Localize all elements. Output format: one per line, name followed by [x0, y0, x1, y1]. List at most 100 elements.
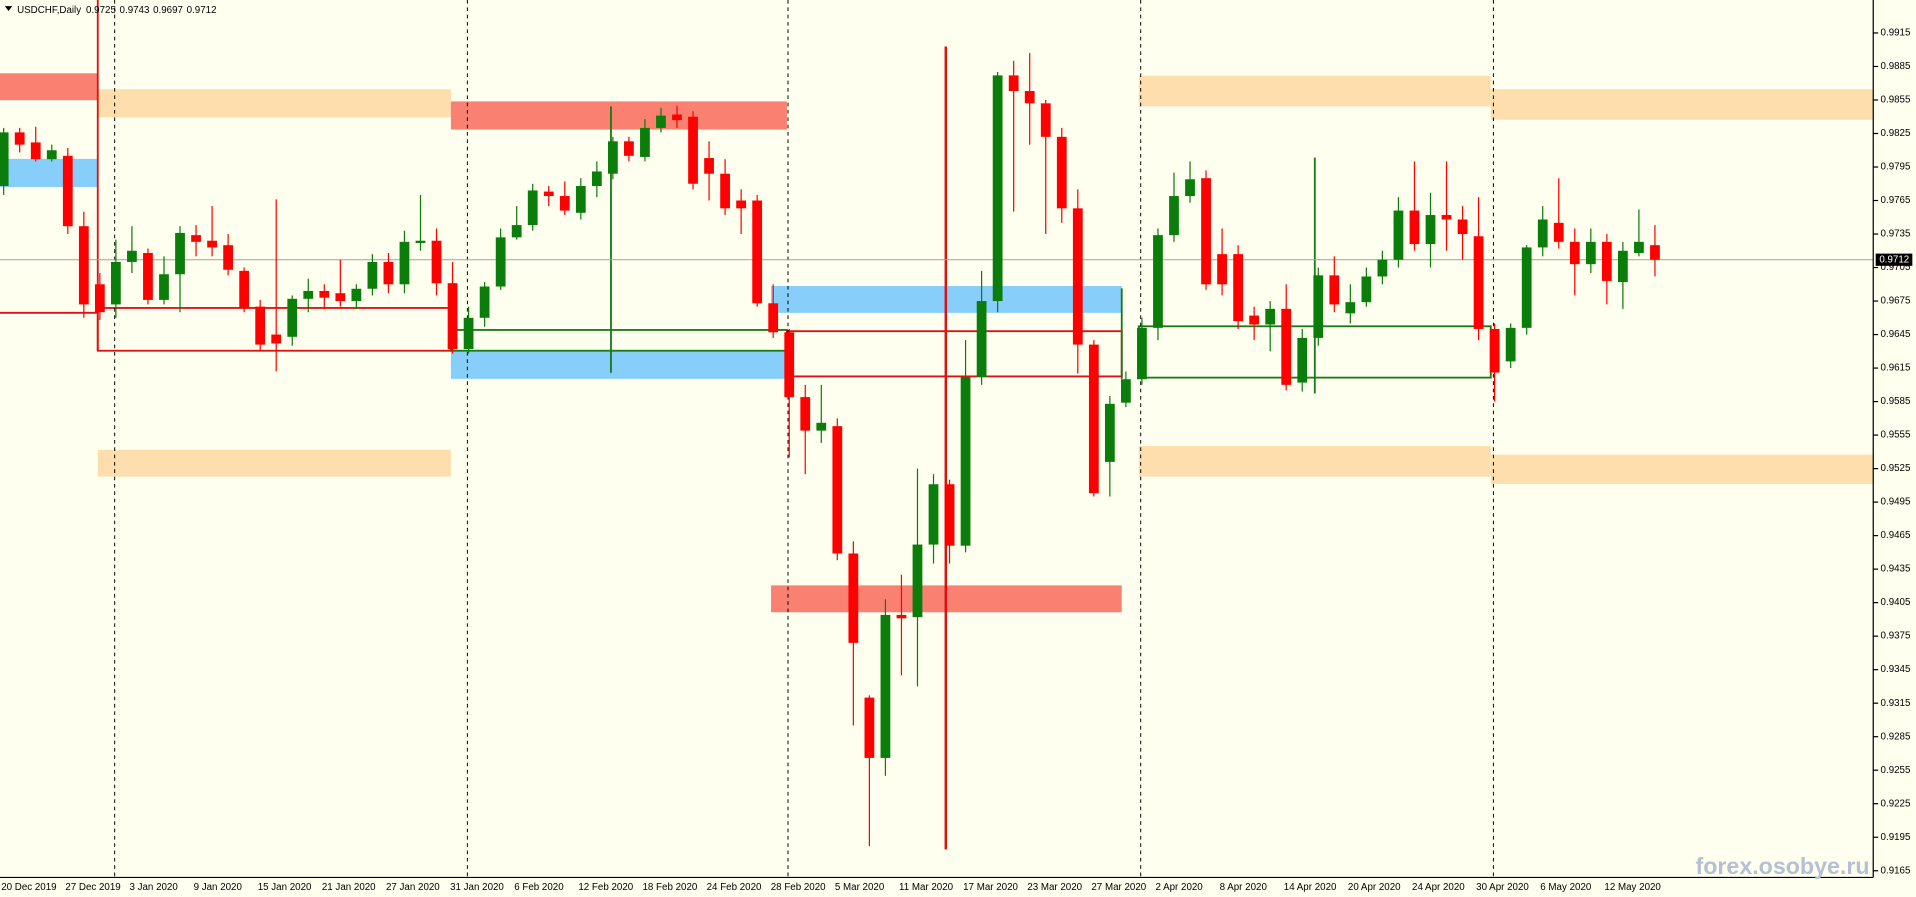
candle-body: [495, 237, 506, 287]
candle-body: [1585, 241, 1596, 265]
x-tick-label: 14 Apr 2020: [1284, 882, 1337, 893]
candle-body: [752, 200, 763, 304]
candles: [0, 53, 1660, 847]
zone: [1138, 75, 1491, 107]
y-tick-label: 0.9375: [1881, 631, 1911, 642]
x-tick-label: 21 Jan 2020: [322, 882, 376, 893]
candle-body: [559, 196, 570, 211]
candle-body: [1409, 210, 1420, 245]
candle-body: [94, 284, 105, 313]
x-tick-label: 27 Mar 2020: [1091, 882, 1146, 893]
candle-body: [1185, 179, 1195, 197]
x-tick-label: 31 Jan 2020: [450, 882, 504, 893]
zones: [0, 0, 1874, 850]
zone: [1490, 454, 1874, 484]
candle-body: [816, 422, 827, 431]
last-low: 0.9697: [153, 4, 183, 15]
candle-body: [1553, 222, 1564, 242]
candle-body: [527, 190, 538, 226]
candle-body: [511, 225, 522, 238]
y-tick-label: 0.9915: [1881, 28, 1911, 39]
candle-body: [351, 288, 362, 302]
candle-body: [46, 150, 57, 160]
candle-body: [1345, 302, 1356, 314]
candle-body: [992, 75, 1003, 302]
candle-body: [912, 544, 923, 618]
candle-body: [175, 232, 185, 275]
y-tick-label: 0.9465: [1881, 530, 1911, 541]
x-tick-label: 12 May 2020: [1604, 882, 1661, 893]
y-tick-label: 0.9825: [1881, 128, 1911, 139]
candle-body: [1329, 275, 1340, 305]
y-tick-label: 0.9555: [1881, 430, 1911, 441]
candle-body: [191, 235, 201, 242]
candle-body: [848, 553, 859, 643]
candle-body: [1088, 344, 1099, 494]
candle-body: [1201, 178, 1211, 285]
watermark: forex.osobye.ru: [1695, 853, 1869, 879]
candle-body: [271, 334, 282, 344]
candle-body: [1008, 75, 1019, 92]
y-tick-label: 0.9855: [1881, 95, 1911, 106]
current-price-tag: [1875, 253, 1913, 266]
chart-title: USDCHF,Daily: [17, 4, 81, 15]
candle-body: [255, 306, 266, 345]
candle-body: [383, 261, 394, 285]
x-tick-label: 6 May 2020: [1540, 882, 1592, 893]
candle-body: [1104, 403, 1115, 462]
x-tick-label: 8 Apr 2020: [1220, 882, 1268, 893]
candle-body: [864, 697, 875, 758]
x-tick-label: 11 Mar 2020: [899, 882, 954, 893]
candle-body: [1617, 250, 1628, 283]
candle-body: [1313, 275, 1324, 338]
y-tick-label: 0.9765: [1881, 195, 1911, 206]
x-tick-label: 24 Apr 2020: [1412, 882, 1465, 893]
period-separators: [0, 0, 1874, 878]
supply-zone: [0, 73, 98, 101]
y-tick-label: 0.9285: [1881, 731, 1911, 742]
candle-body: [1265, 308, 1276, 325]
candle-body: [736, 200, 747, 209]
candle-body: [1281, 308, 1292, 385]
y-tick-label: 0.9645: [1881, 329, 1911, 340]
y-tick-label: 0.9885: [1881, 61, 1911, 72]
candle-body: [704, 158, 714, 174]
y-tick-label: 0.9165: [1881, 865, 1911, 876]
y-tick-label: 0.9615: [1881, 363, 1911, 374]
candle-body: [768, 303, 779, 333]
x-tick-label: 24 Feb 2020: [707, 882, 762, 893]
candle-body: [1393, 210, 1404, 260]
candle-body: [159, 274, 169, 300]
candle-body: [640, 127, 650, 157]
y-tick-label: 0.9315: [1881, 698, 1911, 709]
candle-body: [207, 240, 217, 248]
candle-body: [1169, 196, 1179, 236]
y-tick-label: 0.9525: [1881, 463, 1911, 474]
candle-body: [1217, 254, 1227, 285]
candle-body: [1377, 259, 1388, 277]
candle-body: [319, 290, 330, 298]
demand-zone: [0, 158, 98, 187]
candle-body: [14, 132, 25, 145]
candle-body: [1473, 236, 1484, 329]
candle-body: [720, 173, 730, 209]
candle-body: [591, 171, 602, 186]
candle-body: [1634, 241, 1644, 254]
menu-arrow[interactable]: [4, 6, 13, 11]
x-tick-label: 3 Jan 2020: [129, 882, 178, 893]
candle-body: [30, 142, 41, 160]
candle-body: [575, 185, 586, 213]
candle-body: [1489, 328, 1500, 373]
candle-body: [784, 332, 795, 398]
candle-body: [1072, 208, 1083, 345]
x-tick-label: 6 Feb 2020: [514, 882, 564, 893]
candle-body: [960, 377, 971, 546]
candle-body: [1569, 241, 1580, 265]
x-tick-label: 18 Feb 2020: [642, 882, 697, 893]
candle-body: [415, 240, 426, 243]
candle-body: [1441, 215, 1452, 220]
candle-body: [672, 114, 682, 121]
y-tick-label: 0.9225: [1881, 798, 1911, 809]
candle-body: [543, 191, 554, 197]
